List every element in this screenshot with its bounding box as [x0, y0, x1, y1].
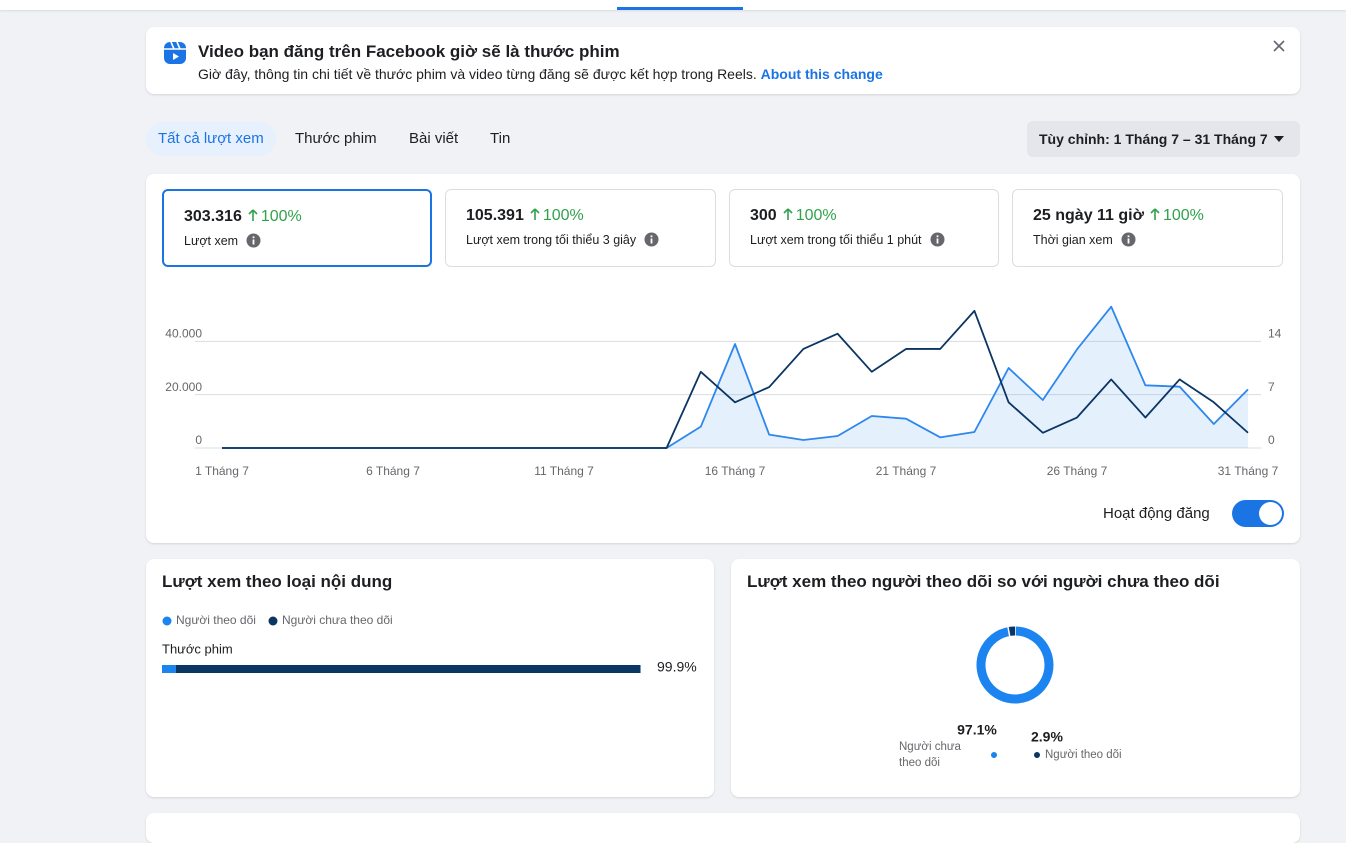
metric-row: 303.316 100%	[184, 208, 302, 226]
reels-icon	[164, 41, 186, 64]
up-arrow	[530, 208, 540, 220]
metric-label-text: Lượt xem trong tối thiểu 3 giây	[466, 232, 637, 247]
tab-label: Tin	[490, 130, 511, 147]
toggle-switch[interactable]	[1232, 500, 1284, 527]
metric-row: 105.391 100%	[466, 207, 584, 225]
metric-value: 105.391	[466, 207, 524, 224]
info-icon[interactable]	[644, 232, 659, 247]
metric-row: 300 100%	[750, 207, 837, 225]
info-icon[interactable]	[930, 232, 945, 247]
metric-change: 100%	[795, 207, 837, 224]
banner: Video bạn đăng trên Facebook giờ sẽ là t…	[146, 27, 1300, 94]
metric-card[interactable]: 105.391 100% Lượt xem trong tối thiểu 3 gi…	[445, 189, 716, 267]
close-button[interactable]	[1272, 39, 1286, 53]
banner-link[interactable]: About this change	[760, 66, 883, 82]
metric-label: Thời gian xem	[1033, 232, 1136, 247]
tab-label: Thước phim	[295, 130, 377, 147]
next-card	[146, 813, 1300, 843]
card-title: Lượt xem theo loại nội dung	[162, 572, 393, 591]
metric-label-text: Lượt xem	[184, 233, 239, 248]
banner-body: Giờ đây, thông tin chi tiết về thước phi…	[198, 66, 757, 82]
banner-text: Giờ đây, thông tin chi tiết về thước phi…	[198, 66, 883, 82]
dropdown-caret	[1274, 136, 1284, 142]
metric-change: 100%	[260, 208, 302, 225]
up-arrow	[248, 209, 258, 221]
metric-row: 25 ngày 11 giờ 100%	[1033, 207, 1204, 225]
tab-label: Bài viết	[409, 130, 459, 147]
tab[interactable]: Tất cả lượt xem	[146, 122, 276, 156]
active-nav-indicator	[617, 7, 743, 10]
info-icon[interactable]	[1121, 232, 1136, 247]
up-arrow	[783, 208, 793, 220]
metric-label: Lượt xem trong tối thiểu 1 phút	[750, 232, 945, 247]
metric-change: 100%	[1162, 207, 1204, 224]
metric-value: 300	[750, 207, 777, 224]
top-bar	[0, 0, 1346, 10]
toggle-knob	[1259, 502, 1282, 525]
metric-card[interactable]: 25 ngày 11 giờ 100% Thời gian xem	[1012, 189, 1283, 267]
date-range-button[interactable]: Tùy chỉnh: 1 Tháng 7 – 31 Tháng 7	[1027, 121, 1300, 157]
metric-card[interactable]: 300 100% Lượt xem trong tối thiểu 1 phút	[729, 189, 999, 267]
metric-change: 100%	[542, 207, 584, 224]
up-arrow	[1150, 208, 1160, 220]
toggle-label: Hoạt động đăng	[1103, 505, 1210, 522]
follower-card: Lượt xem theo người theo dõi so với ngườ…	[731, 559, 1300, 797]
info-icon[interactable]	[246, 233, 261, 248]
tab-label: Tất cả lượt xem	[158, 130, 264, 147]
tab[interactable]: Thước phim	[283, 122, 389, 156]
tab[interactable]: Bài viết	[397, 122, 470, 156]
metric-value: 303.316	[184, 208, 242, 225]
content-type-card: Lượt xem theo loại nội dung	[146, 559, 714, 797]
date-range-label: Tùy chỉnh: 1 Tháng 7 – 31 Tháng 7	[1039, 131, 1268, 147]
banner-title: Video bạn đăng trên Facebook giờ sẽ là t…	[198, 42, 620, 61]
tab[interactable]: Tin	[478, 122, 522, 156]
metric-label: Lượt xem	[184, 233, 261, 248]
metric-label-text: Thời gian xem	[1033, 232, 1113, 247]
metric-card[interactable]: 303.316 100% Lượt xem	[162, 189, 432, 267]
metric-label: Lượt xem trong tối thiểu 3 giây	[466, 232, 659, 247]
metric-value: 25 ngày 11 giờ	[1033, 207, 1144, 224]
card-title: Lượt xem theo người theo dõi so với ngườ…	[747, 572, 1220, 591]
metric-label-text: Lượt xem trong tối thiểu 1 phút	[750, 232, 922, 247]
